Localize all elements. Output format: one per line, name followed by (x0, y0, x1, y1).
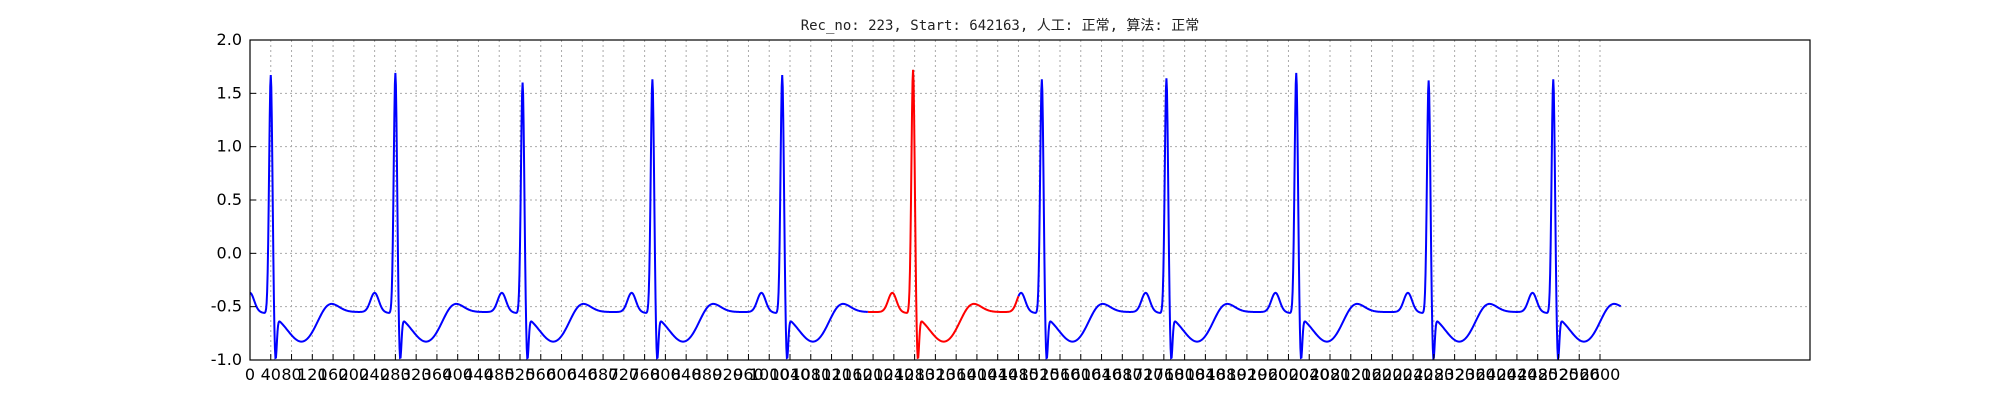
x-tick-label: 2360 (1455, 365, 1496, 384)
x-tick-label: 720 (609, 365, 640, 384)
x-tick-label: 80 (281, 365, 301, 384)
x-tick-label: 1760 (1143, 365, 1184, 384)
x-tick-label: 440 (463, 365, 494, 384)
x-tick-label: 2480 (1517, 365, 1558, 384)
x-tick-label: 0 (245, 365, 255, 384)
ecg-series-line (249, 72, 868, 360)
x-tick-label: 880 (692, 365, 723, 384)
x-tick-label: 1960 (1247, 365, 1288, 384)
ecg-series-line (1017, 72, 1622, 360)
ecg-series-line (867, 69, 1020, 360)
x-tick-label: 1200 (853, 365, 894, 384)
x-tick-label: 1000 (749, 365, 790, 384)
x-tick-label: 1520 (1019, 365, 1060, 384)
x-tick-label: 2120 (1330, 365, 1371, 384)
x-tick-label: 960 (733, 365, 764, 384)
x-tick-label: 920 (712, 365, 743, 384)
x-tick-label: 1600 (1060, 365, 1101, 384)
x-tick-label: 40 (261, 365, 281, 384)
y-tick-label: 0.0 (217, 243, 242, 262)
x-tick-label: 1440 (977, 365, 1018, 384)
y-tick-label: 2.0 (217, 30, 242, 49)
series-layer (249, 69, 1622, 360)
x-tick-label: 480 (484, 365, 515, 384)
x-tick-label: 680 (588, 365, 619, 384)
x-tick-label: 2400 (1476, 365, 1517, 384)
x-tick-label: 400 (442, 365, 473, 384)
x-tick-label: 760 (629, 365, 660, 384)
x-tick-label: 2000 (1268, 365, 1309, 384)
x-tick-label: 1560 (1040, 365, 1081, 384)
x-tick-label: 560 (525, 365, 556, 384)
x-tick-label: 2240 (1393, 365, 1434, 384)
x-tick-label: 2520 (1538, 365, 1579, 384)
x-tick-label: 2320 (1434, 365, 1475, 384)
x-tick-label: 120 (297, 365, 328, 384)
x-tick-label: 1240 (873, 365, 914, 384)
x-tick-label: 1160 (832, 365, 873, 384)
x-tick-label: 240 (359, 365, 390, 384)
x-tick-label: 2040 (1289, 365, 1330, 384)
x-tick-label: 840 (671, 365, 702, 384)
x-tick-label: 1800 (1164, 365, 1205, 384)
x-tick-label: 2440 (1497, 365, 1538, 384)
y-tick-label: 1.0 (217, 137, 242, 156)
x-tick-label: 1080 (790, 365, 831, 384)
x-tick-label: 1480 (998, 365, 1039, 384)
x-tick-label: 2560 (1559, 365, 1600, 384)
x-tick-label: 1680 (1102, 365, 1143, 384)
x-tick-label: 600 (546, 365, 577, 384)
x-tick-label: 1880 (1206, 365, 1247, 384)
x-tick-label: 1280 (894, 365, 935, 384)
x-tick-label: 1360 (936, 365, 977, 384)
x-tick-label: 1120 (811, 365, 852, 384)
x-tick-label: 1920 (1227, 365, 1268, 384)
x-tick-label: 280 (380, 365, 411, 384)
x-tick-label: 1040 (770, 365, 811, 384)
x-tick-label: 640 (567, 365, 598, 384)
x-tick-label: 520 (505, 365, 536, 384)
x-tick-label: 2160 (1351, 365, 1392, 384)
y-tick-label: -0.5 (211, 297, 242, 316)
x-tick-label: 2280 (1413, 365, 1454, 384)
x-tick-label: 800 (650, 365, 681, 384)
x-tick-label: 160 (318, 365, 349, 384)
y-tick-label: 1.5 (217, 83, 242, 102)
x-tick-label: 360 (422, 365, 453, 384)
x-tick-label: 1720 (1123, 365, 1164, 384)
chart-title: Rec_no: 223, Start: 642163, 人工: 正常, 算法: … (801, 18, 1200, 34)
x-tick-label: 1840 (1185, 365, 1226, 384)
x-tick-label: 1400 (957, 365, 998, 384)
x-tick-label: 2080 (1310, 365, 1351, 384)
x-tick-label: 200 (339, 365, 370, 384)
y-tick-label: -1.0 (211, 350, 242, 369)
x-tick-label: 2200 (1372, 365, 1413, 384)
x-tick-label: 2600 (1580, 365, 1621, 384)
y-axis: -1.0 -0.5 0.0 0.5 1.0 1.5 2.0 (211, 30, 256, 369)
y-tick-label: 0.5 (217, 190, 242, 209)
x-tick-label: 320 (401, 365, 432, 384)
x-tick-label: 1320 (915, 365, 956, 384)
x-axis: 0 40 8012016020024028032036040044048052056… (245, 354, 1620, 384)
x-tick-label: 1640 (1081, 365, 1122, 384)
